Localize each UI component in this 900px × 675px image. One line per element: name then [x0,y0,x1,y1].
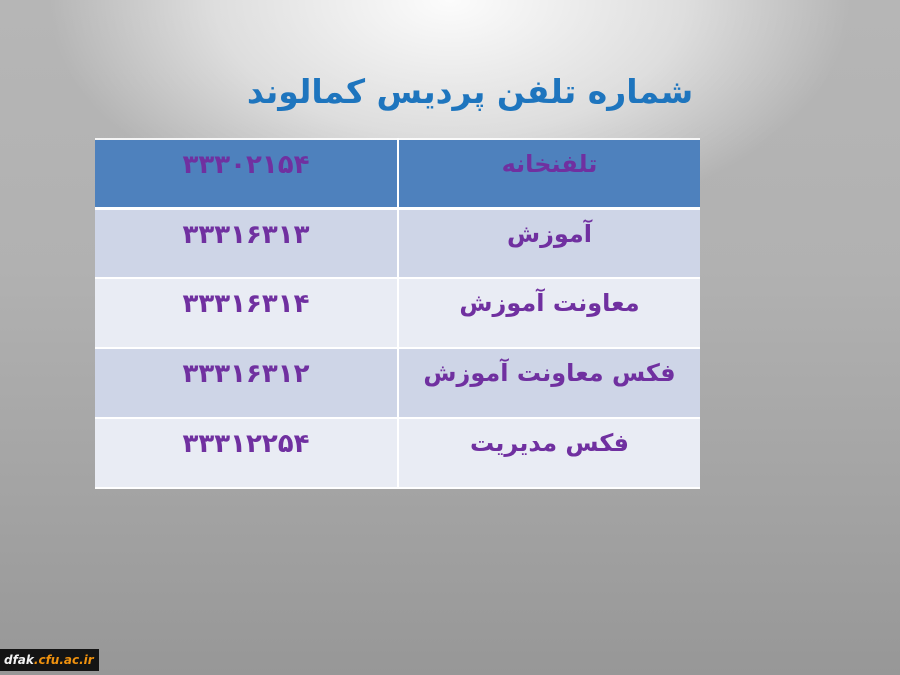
watermark-site: dfak [4,653,34,667]
department-cell: آموزش [397,208,700,278]
department-cell: فکس معاونت آموزش [397,348,700,418]
watermark: dfak .cfu.ac.ir [0,649,99,671]
table-row: فکس مدیریت ۳۳۳۱۲۲۵۴ [95,418,700,488]
department-cell: فکس مدیریت [397,418,700,488]
department-cell: معاونت آموزش [397,278,700,348]
table-header-row: تلفنخانه ۳۳۳۰۲۱۵۴ [95,139,700,208]
watermark-domain: .cfu.ac.ir [33,653,94,667]
number-cell: ۳۳۳۱۶۳۱۳ [182,219,310,250]
number-cell: ۳۳۳۱۲۲۵۴ [182,429,310,459]
table-row: فکس معاونت آموزش ۳۳۳۱۶۳۱۲ [95,348,700,418]
number-cell: ۳۳۳۱۶۳۱۴ [182,289,310,319]
phone-table: تلفنخانه ۳۳۳۰۲۱۵۴ آموزش ۳۳۳۱۶۳۱۳ معاونت … [95,138,700,489]
slide-title: شماره تلفن پردیس کمالوند [246,72,694,111]
number-cell: ۳۳۳۰۲۱۵۴ [182,150,310,180]
department-cell: تلفنخانه [397,139,700,208]
table-row: معاونت آموزش ۳۳۳۱۶۳۱۴ [95,278,700,348]
phone-table-body: تلفنخانه ۳۳۳۰۲۱۵۴ آموزش ۳۳۳۱۶۳۱۳ معاونت … [95,139,700,488]
number-cell: ۳۳۳۱۶۳۱۲ [182,359,310,389]
table-row: آموزش ۳۳۳۱۶۳۱۳ [95,208,700,278]
